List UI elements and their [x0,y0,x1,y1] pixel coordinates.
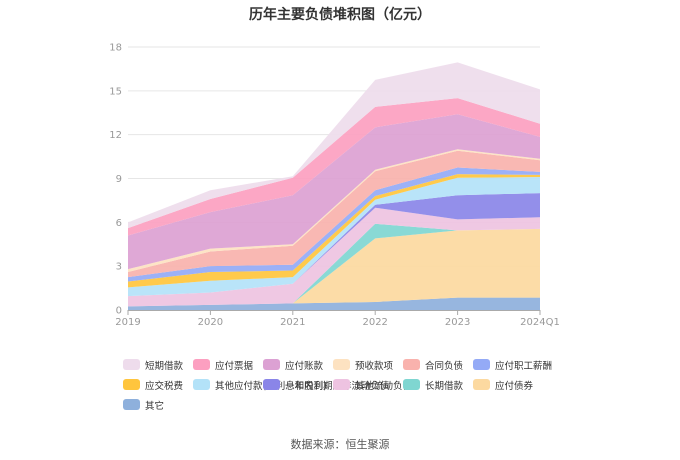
legend-item[interactable]: 其他流动负债 [333,378,412,392]
y-tick-label: 15 [109,86,122,97]
legend-label: 应付职工薪酬 [495,360,553,372]
area-series-11 [128,98,540,236]
legend-item[interactable]: 应付票据 [193,358,263,372]
chart-title: 历年主要负债堆积图（亿元） [249,7,431,23]
legend-swatch [263,359,280,370]
legend-item[interactable]: 应付账款 [263,358,333,372]
legend-swatch [263,379,280,390]
legend-swatch [403,379,420,390]
area-series-4 [128,193,540,297]
legend-label: 应付账款 [285,360,324,372]
area-series-0 [128,297,540,310]
y-tick-label: 9 [116,174,122,185]
x-tick-label: 2022 [362,317,387,328]
legend-item[interactable]: 长期借款 [403,378,473,392]
area-series-5 [128,177,540,297]
data-source-note: 数据来源：恒生聚源 [290,438,390,451]
area-series-10 [128,114,540,270]
legend-item[interactable]: 应交税费 [123,378,193,392]
area-series-2 [128,223,540,307]
legend-label: 合同负债 [425,360,464,372]
area-series-1 [128,228,540,307]
legend-swatch [123,399,140,410]
x-tick-label: 2019 [115,317,140,328]
chart-legend: 短期借款 应付票据 应付账款 预收款项 合同负债 应付职工薪酬应交税费其他应付款(含利息和… [123,358,573,412]
legend-label: 预收款项 [355,360,394,372]
area-series-9 [128,149,540,273]
area-series-3 [128,207,540,307]
legend-label: 应付债券 [495,380,534,392]
y-tick-label: 18 [109,43,122,54]
x-tick-label: 2021 [280,317,305,328]
legend-item[interactable]: 其他应付款(含利息和股利) [193,378,327,392]
legend-swatch [473,359,490,370]
area-series-8 [128,150,540,278]
x-tick-label: 2024Q1 [520,317,560,328]
legend-swatch [123,359,140,370]
legend-swatch [333,379,350,390]
legend-item[interactable]: 应付债券 [473,378,573,392]
legend-swatch [473,379,490,390]
legend-swatch [193,379,210,390]
legend-item[interactable]: 应付职工薪酬 [473,358,573,372]
legend-label: 其它 [145,400,165,412]
y-tick-label: 6 [116,218,122,229]
legend-item[interactable]: 短期借款 [123,358,193,372]
legend-label: 应付票据 [215,360,254,372]
y-tick-label: 0 [116,306,122,317]
legend-label: 短期借款 [145,360,184,372]
stacked-area-chart: 0 3 6 9 12 15 18 2019 2020 2021 2022 2023 2024Q1 [109,43,560,329]
legend-item[interactable]: 合同负债 [403,358,473,372]
x-tick-label: 2020 [198,317,223,328]
legend-item[interactable]: 其它 [123,398,193,412]
legend-item[interactable]: 一年内到期的非流动负债 [263,378,390,392]
legend-swatch [193,359,210,370]
legend-label: 长期借款 [425,380,464,392]
y-tick-label: 3 [116,262,122,273]
y-tick-label: 12 [109,130,122,141]
legend-swatch [333,359,350,370]
area-series-12 [128,62,540,229]
legend-item[interactable]: 预收款项 [333,358,403,372]
legend-swatch [123,379,140,390]
legend-swatch [403,359,420,370]
legend-label: 应交税费 [145,380,184,392]
x-tick-label: 2023 [445,317,470,328]
legend-label: 其他流动负债 [355,380,413,392]
